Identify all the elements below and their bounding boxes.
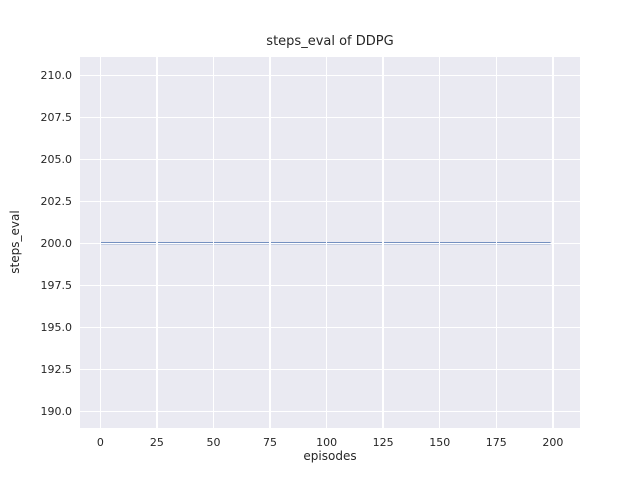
x-tick-label: 175 <box>485 436 507 449</box>
plot-area <box>80 57 580 428</box>
gridline-horizontal <box>80 284 580 286</box>
chart-title: steps_eval of DDPG <box>266 34 394 49</box>
gridline-horizontal <box>80 368 580 370</box>
gridline-vertical <box>156 57 158 428</box>
y-tick-label: 197.5 <box>40 278 73 292</box>
gridline-vertical <box>269 57 271 428</box>
x-tick-label: 100 <box>316 436 338 449</box>
gridline-horizontal <box>80 116 580 119</box>
y-tick-label: 192.5 <box>40 362 73 376</box>
x-tick-label: 50 <box>206 436 221 449</box>
y-tick-label: 190.0 <box>40 404 73 418</box>
x-tick-label: 125 <box>372 436 394 449</box>
gridline-vertical <box>495 57 497 428</box>
x-tick-label: 200 <box>542 436 564 449</box>
x-tick-label: 25 <box>149 436 164 449</box>
gridline-horizontal <box>80 200 580 203</box>
y-tick-label: 207.5 <box>40 110 73 124</box>
x-axis-label: episodes <box>303 449 357 463</box>
y-tick-label: 210.0 <box>40 68 73 82</box>
y-tick-label: 205.0 <box>40 152 73 166</box>
gridline-vertical <box>99 57 102 428</box>
gridline-vertical <box>439 57 441 428</box>
gridline-horizontal <box>80 242 580 245</box>
gridline-horizontal <box>80 74 580 77</box>
gridline-vertical <box>382 57 384 428</box>
x-tick-label: 0 <box>96 436 104 449</box>
x-tick-label: 150 <box>429 436 451 449</box>
y-tick-label: 200.0 <box>40 236 73 250</box>
gridline-horizontal <box>80 326 580 328</box>
gridline-horizontal <box>80 410 580 412</box>
gridline-vertical <box>212 57 215 428</box>
x-tick-label: 75 <box>263 436 278 449</box>
gridline-horizontal <box>80 158 580 161</box>
y-tick-label: 195.0 <box>40 320 73 334</box>
gridline-vertical <box>325 57 328 428</box>
gridline-vertical <box>552 57 554 428</box>
y-tick-label: 202.5 <box>40 194 73 208</box>
